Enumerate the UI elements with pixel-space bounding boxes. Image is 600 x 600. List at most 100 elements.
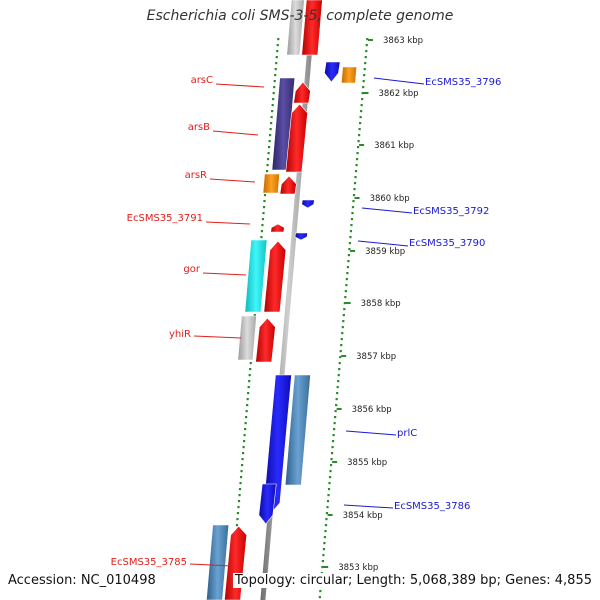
right-label-leader: [343, 504, 394, 509]
left-guide-dot: [237, 500, 241, 503]
right-guide-dot: [329, 464, 333, 467]
gene-label-left[interactable]: EcSMS35_3785: [111, 557, 187, 568]
left-guide-dot: [246, 398, 249, 401]
right-guide-dot: [347, 260, 350, 263]
right-guide-dot: [357, 140, 360, 143]
left-guide-dot: [240, 470, 243, 473]
right-guide-dot: [351, 212, 354, 215]
right-guide-dot: [353, 188, 356, 191]
right-guide-dot: [349, 230, 353, 233]
right-guide-dot: [363, 74, 366, 77]
left-guide-dot: [260, 236, 263, 239]
right-guide-dot: [344, 296, 347, 299]
left-label-leader: [215, 83, 265, 88]
right-guide-dot: [330, 452, 334, 455]
gene-label-left[interactable]: EcSMS35_3791: [127, 213, 203, 224]
left-label-leader: [212, 130, 259, 136]
gene-block: [341, 66, 358, 84]
right-guide-dot: [337, 380, 340, 383]
left-guide-dot: [247, 392, 250, 395]
scale-tick-label: 3859 kbp: [365, 247, 405, 257]
left-label-leader: [209, 178, 256, 183]
gene-label-left[interactable]: arsB: [188, 122, 210, 133]
left-guide-dot: [236, 518, 239, 521]
right-label-leader: [361, 207, 413, 214]
left-guide-dot: [268, 140, 271, 143]
right-guide-dot: [324, 530, 327, 533]
gene-label-left[interactable]: yhiR: [169, 329, 191, 340]
left-guide-dot: [270, 116, 273, 119]
left-guide-dot: [235, 524, 239, 527]
right-guide-dot: [342, 314, 345, 317]
right-guide-dot: [348, 242, 352, 245]
left-guide-dot: [274, 74, 277, 77]
left-guide-dot: [248, 374, 251, 377]
right-guide-dot: [343, 302, 346, 305]
gene-arrow: [294, 232, 308, 241]
scale-tick-label: 3863 kbp: [383, 36, 423, 46]
left-guide-dot: [261, 224, 264, 227]
gene-label-right[interactable]: EcSMS35_3786: [394, 501, 470, 512]
right-guide-dot: [326, 500, 330, 503]
left-guide-dot: [261, 218, 265, 221]
right-guide-dot: [346, 266, 349, 269]
left-guide-dot: [275, 56, 278, 59]
right-guide-dot: [318, 596, 321, 599]
gene-label-right[interactable]: EcSMS35_3792: [413, 206, 489, 217]
left-guide-dot: [253, 314, 256, 317]
gene-label-right[interactable]: EcSMS35_3796: [425, 77, 501, 88]
left-label-leader: [202, 272, 247, 276]
right-guide-dot: [356, 152, 359, 155]
right-guide-dot: [359, 116, 362, 119]
left-guide-dot: [276, 50, 279, 53]
gene-arrow: [263, 240, 287, 313]
gene-arrow: [293, 81, 311, 104]
gene-block: [237, 315, 257, 361]
right-guide-dot: [332, 434, 335, 437]
left-guide-dot: [276, 44, 279, 47]
right-guide-dot: [366, 38, 369, 41]
gene-label-left[interactable]: gor: [183, 264, 200, 275]
right-guide-dot: [340, 338, 343, 341]
left-guide-dot: [260, 230, 264, 233]
right-guide-dot: [353, 182, 357, 185]
right-label-leader: [345, 430, 397, 436]
gene-block: [284, 374, 311, 486]
gene-arrow: [301, 199, 315, 209]
gene-label-right[interactable]: EcSMS35_3790: [409, 238, 485, 249]
left-guide-dot: [272, 92, 275, 95]
scale-tick-label: 3853 kbp: [338, 563, 378, 573]
gene-label-left[interactable]: arsC: [191, 75, 213, 86]
left-guide-dot: [248, 380, 251, 383]
right-guide-dot: [323, 536, 327, 539]
scale-tick-label: 3861 kbp: [374, 141, 414, 151]
right-guide-dot: [358, 134, 361, 137]
right-guide-dot: [350, 224, 353, 227]
right-guide-dot: [362, 86, 365, 89]
right-guide-dot: [319, 590, 322, 593]
gene-label-right[interactable]: prlC: [397, 428, 417, 439]
left-guide-dot: [247, 386, 250, 389]
right-guide-dot: [355, 158, 359, 161]
right-guide-dot: [324, 524, 328, 527]
left-guide-dot: [269, 134, 272, 137]
gene-arrow: [263, 374, 292, 513]
gene-block: [206, 524, 230, 600]
left-guide-dot: [270, 122, 273, 125]
left-guide-dot: [237, 506, 240, 509]
left-guide-dot: [262, 212, 265, 215]
right-guide-dot: [361, 98, 364, 101]
right-guide-dot: [322, 554, 325, 557]
scale-tick-label: 3860 kbp: [370, 194, 410, 204]
right-guide-dot: [363, 68, 366, 71]
gene-track: [206, 0, 358, 600]
left-guide-dot: [262, 206, 266, 209]
left-guide-dot: [265, 170, 269, 173]
right-guide-dot: [354, 170, 358, 173]
right-guide-dot: [331, 446, 334, 449]
right-guide-dot: [352, 194, 356, 197]
left-guide-dot: [266, 164, 269, 167]
right-guide-dot: [358, 128, 361, 131]
gene-label-left[interactable]: arsR: [185, 170, 207, 181]
left-guide-dot: [266, 158, 270, 161]
